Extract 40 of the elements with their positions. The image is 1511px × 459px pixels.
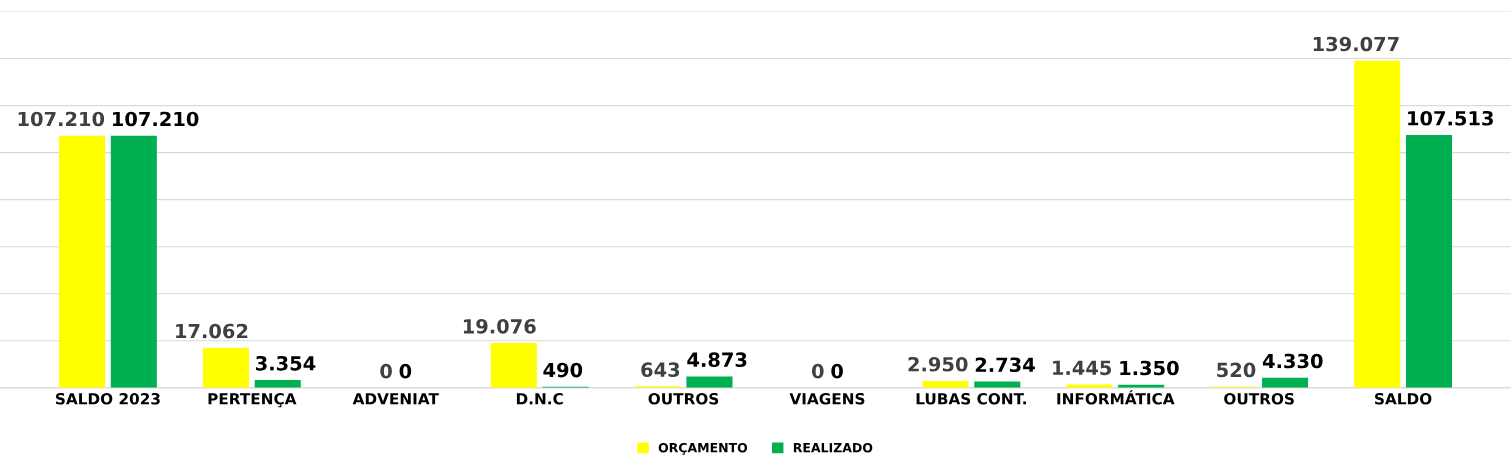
data-label: 17.062 [176, 323, 248, 339]
legend-label: REALIZADO [793, 442, 873, 453]
data-label: 643 [641, 362, 680, 378]
x-tick-label: SALDO [1375, 392, 1432, 405]
bar [59, 135, 106, 388]
data-label: 107.210 [18, 111, 105, 127]
bar [490, 342, 537, 388]
data-label: 0 [831, 363, 843, 379]
bar [1354, 60, 1401, 388]
data-label: 4.873 [687, 352, 747, 368]
x-tick-label: LUBAS CONT. [916, 392, 1026, 405]
x-tick-label: ADVENIAT [352, 393, 439, 405]
x-tick-label: PERTENÇA [208, 392, 297, 408]
bar [202, 347, 249, 388]
bar [686, 376, 733, 388]
data-label: 107.513 [1408, 110, 1493, 126]
x-tick-label: VIAGENS [789, 392, 865, 405]
data-label: 4.330 [1262, 353, 1323, 369]
data-label: 520 [1217, 362, 1256, 378]
data-label: 1.445 [1053, 360, 1112, 376]
legend-label: ORÇAMENTO [658, 442, 748, 455]
x-tick-label: D.N.C [516, 392, 563, 405]
data-label: 0 [811, 363, 824, 379]
x-tick-label: INFORMÁTICA [1057, 390, 1175, 405]
data-label: 19.076 [463, 318, 536, 334]
data-label: 3.354 [256, 355, 316, 371]
bar [110, 135, 157, 388]
data-label: 1.350 [1120, 360, 1179, 376]
data-label: 139.077 [1313, 36, 1399, 52]
data-label: 490 [543, 362, 583, 378]
data-label: 0 [399, 363, 412, 379]
x-tick-label: OUTROS [648, 392, 719, 405]
data-label: 107.210 [113, 111, 199, 127]
bar [974, 381, 1021, 388]
x-tick-label: OUTROS [1224, 392, 1294, 405]
data-label: 2.950 [908, 356, 968, 372]
bar [1405, 134, 1452, 388]
data-label: 0 [380, 363, 392, 379]
x-tick-label: SALDO 2023 [55, 392, 160, 405]
data-label: 2.734 [975, 357, 1035, 373]
